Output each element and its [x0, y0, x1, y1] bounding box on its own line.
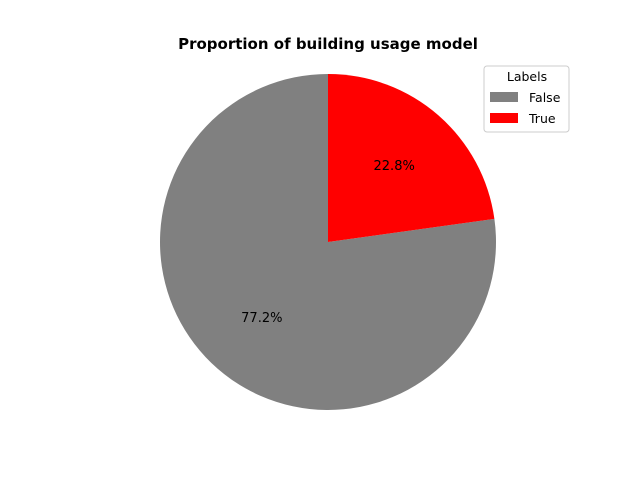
pie-slice-false: [160, 74, 497, 410]
pct-label-false: 77.2%: [241, 311, 282, 326]
pie-slice-true: [328, 74, 495, 242]
legend-title: Labels: [507, 69, 547, 84]
legend-swatch-false: [490, 92, 518, 102]
chart-title: Proportion of building usage model: [178, 35, 478, 53]
legend-label-true: True: [528, 111, 556, 126]
legend-entries: False True: [490, 90, 561, 126]
pie-percentage-labels: 77.2% 22.8%: [241, 159, 415, 326]
legend: Labels False True: [483, 65, 570, 133]
pct-label-true: 22.8%: [374, 159, 415, 174]
pie-slices: [160, 74, 497, 410]
legend-label-false: False: [529, 90, 561, 105]
legend-swatch-true: [490, 113, 518, 123]
